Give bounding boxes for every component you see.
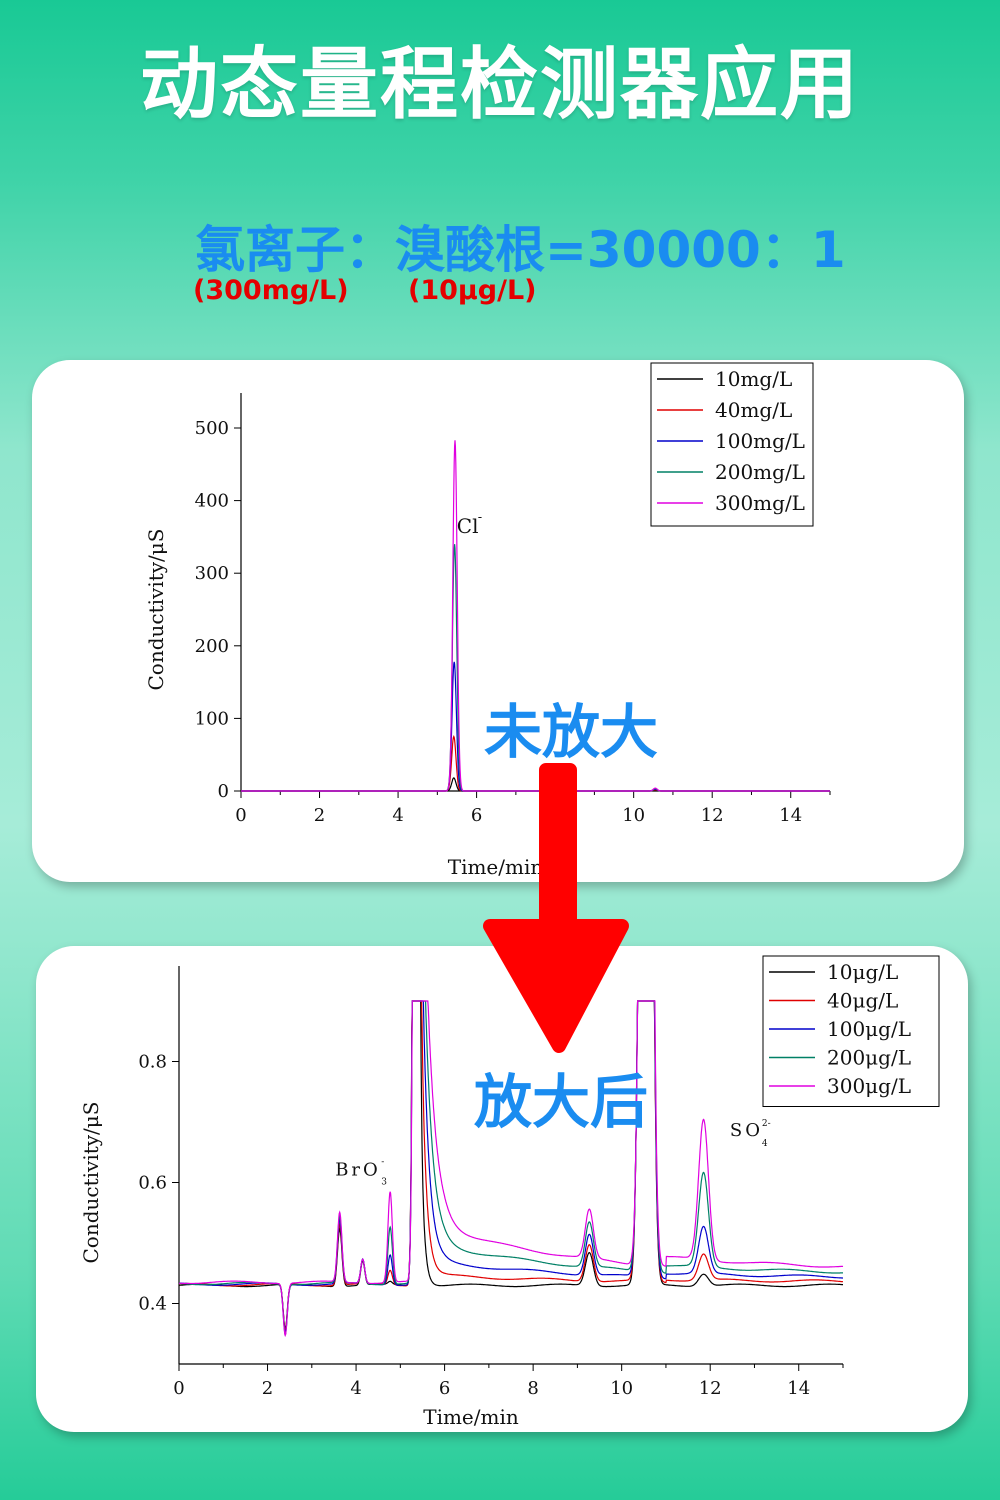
y-tick-label: 200 bbox=[195, 636, 229, 657]
legend-box bbox=[762, 955, 940, 1107]
legend-label: 200μg/L bbox=[827, 1046, 911, 1070]
x-tick-label: 6 bbox=[471, 805, 482, 826]
y-axis-label: Conductivity/μS bbox=[144, 528, 168, 690]
x-tick-label: 12 bbox=[699, 1378, 722, 1399]
peak-annotation-so4-charge: 2- bbox=[762, 1119, 771, 1129]
x-tick-label: 8 bbox=[527, 1378, 538, 1399]
x-tick-label: 12 bbox=[701, 805, 724, 826]
y-tick-label: 0 bbox=[218, 781, 229, 802]
y-tick-label: 0.8 bbox=[138, 1052, 167, 1073]
series-line bbox=[178, 1000, 843, 1335]
x-tick-label: 0 bbox=[173, 1378, 184, 1399]
y-tick-label: 400 bbox=[195, 491, 229, 512]
peak-annotation-bro3: BrO bbox=[335, 1159, 381, 1180]
peak-annotation-bro3-charge: - bbox=[381, 1157, 384, 1167]
x-tick-label: 4 bbox=[350, 1378, 361, 1399]
peak-annotation-cl-charge: - bbox=[478, 510, 482, 525]
y-tick-label: 100 bbox=[195, 708, 229, 729]
series-line bbox=[179, 1000, 843, 1332]
y-tick-label: 500 bbox=[195, 418, 229, 439]
label-before-magnification: 未放大 bbox=[484, 698, 659, 766]
y-tick-label: 0.4 bbox=[138, 1294, 167, 1315]
y-axis-label: Conductivity/μS bbox=[79, 1101, 103, 1263]
legend-label: 300μg/L bbox=[827, 1074, 911, 1098]
peak-annotation-cl: Cl bbox=[457, 514, 479, 538]
x-tick-label: 0 bbox=[235, 805, 246, 826]
x-axis-label: Time/min bbox=[423, 1405, 519, 1429]
y-tick-label: 300 bbox=[195, 563, 229, 584]
peak-annotation-so4: SO bbox=[730, 1120, 763, 1141]
chloride-concentration: (300mg/L) bbox=[193, 275, 349, 306]
peak-annotation-so4-subscript: 4 bbox=[762, 1139, 768, 1149]
legend-label: 40mg/L bbox=[715, 398, 792, 422]
label-after-magnification: 放大后 bbox=[474, 1068, 649, 1136]
legend-label: 100μg/L bbox=[827, 1017, 911, 1041]
x-tick-label: 4 bbox=[392, 805, 403, 826]
peak-annotation-bro3-subscript: 3 bbox=[381, 1177, 387, 1187]
legend-label: 300mg/L bbox=[715, 491, 805, 515]
legend-label: 40μg/L bbox=[827, 989, 898, 1013]
legend-label: 10mg/L bbox=[715, 367, 792, 391]
ratio-text: 氯离子：溴酸根=30000：1 bbox=[195, 221, 846, 279]
legend-box bbox=[650, 362, 814, 527]
bromate-concentration: (10μg/L) bbox=[408, 275, 537, 306]
x-tick-label: 10 bbox=[610, 1378, 633, 1399]
y-tick-label: 0.6 bbox=[138, 1173, 167, 1194]
legend-label: 10μg/L bbox=[827, 960, 898, 984]
x-tick-label: 14 bbox=[779, 805, 802, 826]
x-tick-label: 2 bbox=[314, 805, 325, 826]
x-tick-label: 14 bbox=[787, 1378, 810, 1399]
x-tick-label: 6 bbox=[439, 1378, 450, 1399]
legend-label: 200mg/L bbox=[715, 460, 805, 484]
page-title: 动态量程检测器应用 bbox=[139, 40, 860, 130]
legend-label: 100mg/L bbox=[715, 429, 805, 453]
series-line bbox=[178, 1000, 844, 1338]
x-tick-label: 2 bbox=[262, 1378, 273, 1399]
